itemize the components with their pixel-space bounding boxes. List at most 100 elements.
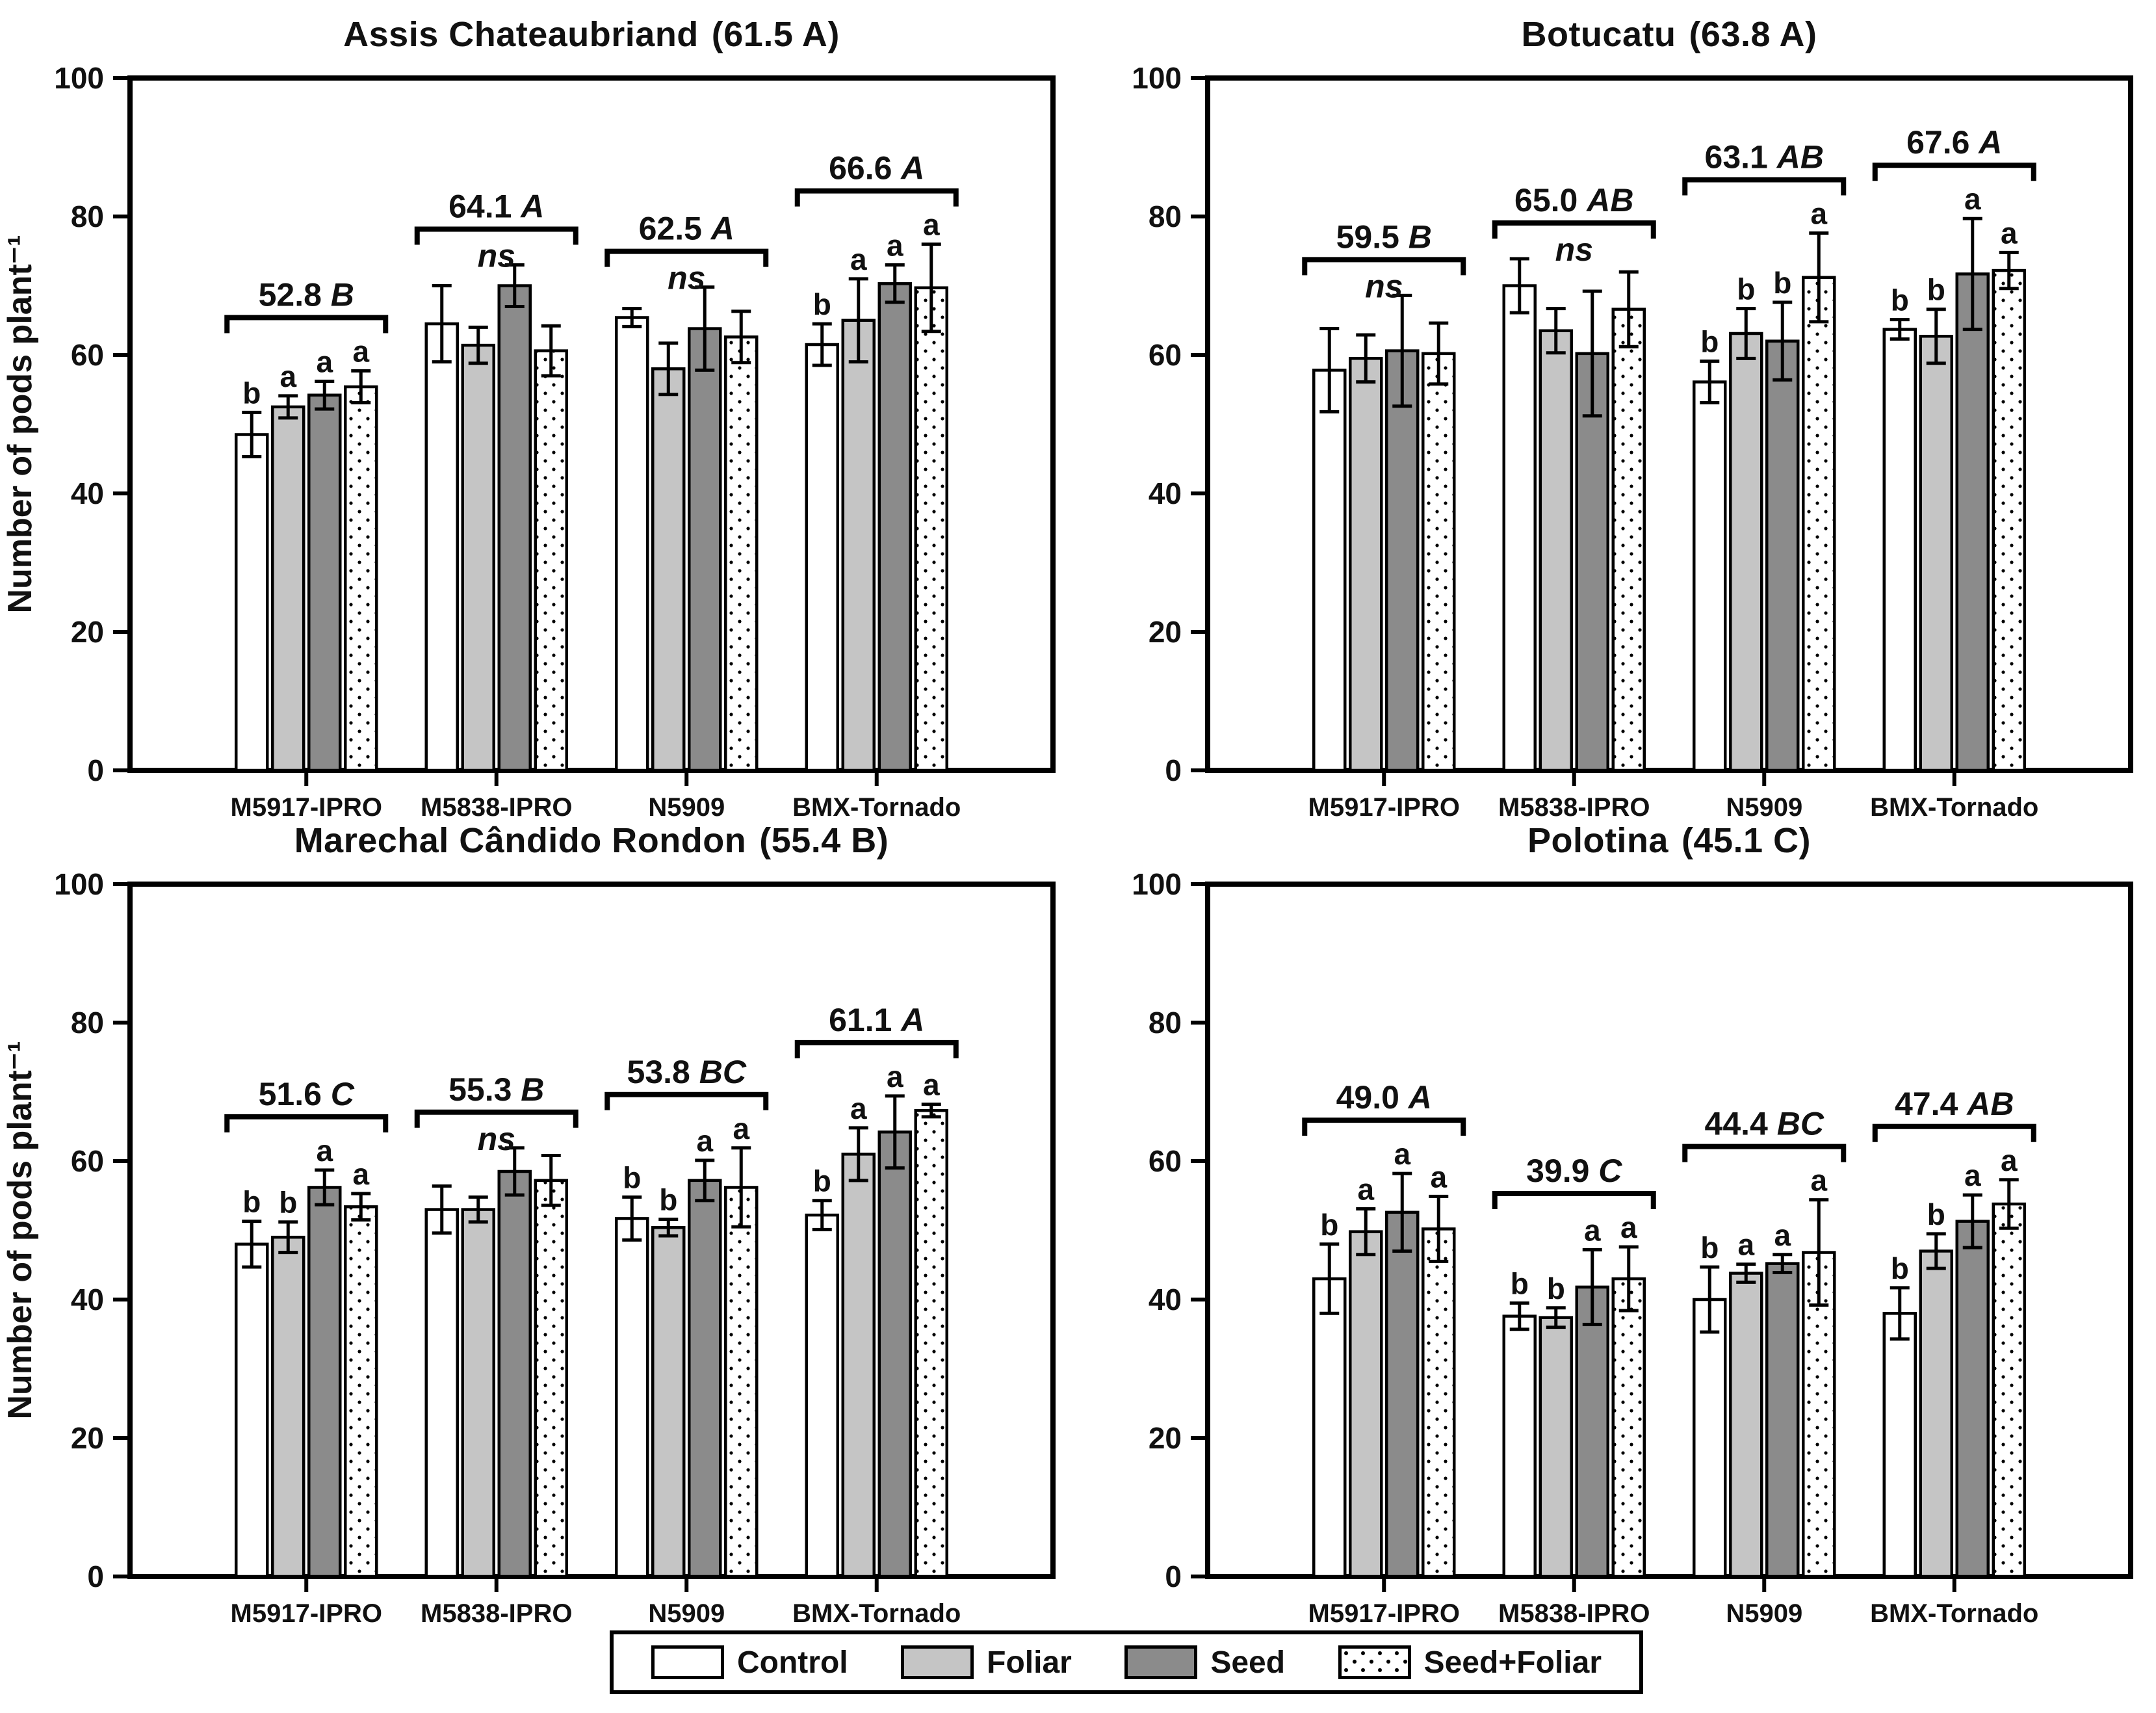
bracket-label: 61.1 A [829,1002,924,1038]
significance-letter: b [1547,1272,1565,1305]
bar-seed-foliar [724,1186,759,1578]
significance-letter: a [1737,1228,1754,1262]
bar-seed-foliar [1611,1277,1646,1578]
y-tick-label: 0 [1165,753,1182,787]
bar-foliar [1349,357,1383,772]
significance-letter: a [1964,1158,1981,1192]
significance-letter: a [1810,1164,1827,1197]
bracket-label: 64.1 A [448,189,544,225]
group-bracket [794,1040,959,1058]
axis-frame [1205,882,2133,1579]
significance-letter: a [1430,1160,1447,1194]
bar-foliar [841,319,876,772]
group-bracket [1492,220,1656,239]
y-tick-label: 60 [1149,338,1182,372]
bar-seed [1385,1210,1420,1578]
x-category-label: M5838-IPRO [1498,793,1650,822]
panel-title-text: Botucatu [1521,15,1676,54]
x-category-label: N5909 [1726,793,1802,822]
control-swatch-icon [651,1645,724,1679]
bar-seed [688,1179,722,1578]
significance-letter: a [1774,1218,1791,1252]
panel-title-mean: (55.4 B) [759,821,889,860]
bar-foliar [1729,1272,1763,1578]
bar-control [615,316,649,772]
significance-letter: a [696,1124,713,1158]
significance-letter: b [1891,1251,1909,1285]
legend-label: Foliar [987,1645,1072,1680]
bar-seed [1955,272,1990,772]
group-bracket [1302,257,1466,276]
legend-item-seed-foliar: Seed+Foliar [1338,1645,1602,1680]
bar-seed [1385,349,1420,772]
bar-seed-foliar [344,385,378,772]
bar-seed [1765,339,1800,772]
legend-item-seed: Seed [1124,1645,1285,1680]
y-tick-label: 100 [54,61,104,95]
bar-foliar [651,367,686,772]
x-category-label: N5909 [648,793,725,822]
bar-control [1693,1298,1727,1578]
bar-chart-assis-chateaubriand: 0 20 40 60 80 100 Number of pods plant⁻¹ M5917-… [1,61,1056,822]
foliar-swatch-icon [901,1645,974,1679]
bracket-label: 44.4 BC [1705,1106,1825,1142]
bracket-label: 55.3 B [448,1071,544,1108]
bar-foliar [1539,1316,1573,1578]
panel-title-text: Marechal Cândido Rondon [294,821,747,860]
bar-seed-foliar [1611,307,1646,772]
x-category-label: BMX-Tornado [1870,1599,2038,1628]
significance-letter: a [279,360,296,393]
bar-seed [688,327,722,772]
significance-letter: a [850,242,867,276]
y-tick-label: 20 [1149,1421,1182,1455]
legend: Control Foliar Seed Seed+Foliar [610,1630,1643,1694]
group-bracket [224,315,389,333]
significance-letter: a [887,229,903,263]
significance-letter: a [1394,1137,1410,1171]
group-bracket [224,1114,389,1132]
significance-letter: b [1320,1208,1338,1242]
y-tick-label: 80 [71,200,104,233]
significance-letter: a [923,1068,940,1102]
bar-seed [877,1131,912,1578]
ns-label: ns [1365,268,1403,304]
x-category-label: M5917-IPRO [1308,1599,1460,1628]
bar-control [424,1208,459,1578]
bracket-label: 65.0 AB [1514,182,1633,218]
significance-letter: b [1927,273,1945,307]
y-tick-label: 60 [71,338,104,372]
panel-assis-chateaubriand: Assis Chateaubriand (61.5 A) 0 20 40 60 80 100… [0,0,1078,826]
x-category-label: M5917-IPRO [1308,793,1460,822]
y-axis-title: Number of pods plant⁻¹ [1,1041,39,1419]
axis-frame [1205,75,2133,773]
axis-frame [127,882,1056,1579]
bar-seed [877,282,912,772]
significance-letter: b [1927,1197,1945,1231]
bar-seed-foliar [1422,352,1456,772]
significance-letter: a [1584,1213,1601,1247]
panel-polotina: Polotina (45.1 C) 0 20 40 60 80 100 M5917-IPRO b… [1078,806,2156,1632]
group-bracket [1302,1118,1466,1136]
bar-seed-foliar [914,1109,948,1578]
bar-foliar [1729,332,1763,772]
y-tick-label: 20 [1149,615,1182,649]
significance-letter: b [659,1183,677,1216]
y-tick-label: 100 [1132,61,1182,95]
x-category-label: BMX-Tornado [792,1599,961,1628]
group-bracket [414,1109,578,1128]
legend-label: Seed [1210,1645,1286,1680]
legend-item-control: Control [651,1645,848,1680]
significance-letter: b [1737,272,1755,306]
ns-label: ns [478,1121,515,1157]
panel-title-mean: (63.8 A) [1689,15,1817,54]
significance-letter: b [1773,266,1791,300]
significance-letter: b [1511,1266,1529,1300]
panel-title-text: Polotina [1527,821,1669,860]
bar-control [1693,380,1727,772]
significance-letter: a [1964,182,1981,216]
x-category-label: M5917-IPRO [231,1599,382,1628]
group-bracket [414,226,578,245]
legend-item-foliar: Foliar [901,1645,1072,1680]
